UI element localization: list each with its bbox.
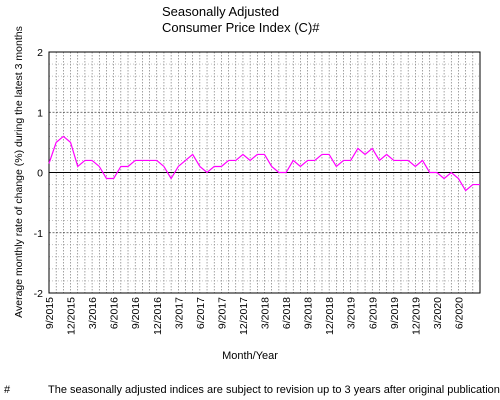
plot-area xyxy=(48,51,481,294)
y-tick-label: -2 xyxy=(34,288,43,300)
x-tick-label: 9/2019 xyxy=(389,297,401,329)
y-tick-label: 0 xyxy=(37,168,43,180)
x-tick-label: 9/2018 xyxy=(303,297,315,329)
x-tick-label: 3/2020 xyxy=(432,297,444,329)
y-tick-label: 1 xyxy=(37,107,43,119)
series-layer xyxy=(48,135,480,192)
x-tick-label: 12/2019 xyxy=(410,297,422,335)
y-tick-labels: 2 1 0 -1 -2 xyxy=(34,47,44,300)
chart-title: Seasonally Adjusted Consumer Price Index… xyxy=(162,4,320,35)
x-tick-label: 12/2015 xyxy=(66,297,78,335)
x-tick-label: 3/2018 xyxy=(260,297,272,329)
x-axis-label: Month/Year xyxy=(222,350,278,362)
x-tick-label: 9/2017 xyxy=(216,297,228,329)
series-line xyxy=(48,135,480,192)
x-tick-label: 6/2017 xyxy=(195,297,207,329)
x-tick-label: 6/2020 xyxy=(453,297,465,329)
x-tick-labels: 9/2015 12/2015 3/2016 6/2016 9/2016 12/2016 3/… xyxy=(44,297,465,335)
x-tick-label: 12/2018 xyxy=(324,297,336,335)
grid xyxy=(49,52,480,293)
x-tick-label: 3/2017 xyxy=(173,297,185,329)
x-tick-label: 6/2019 xyxy=(367,297,379,329)
x-tick-label: 6/2016 xyxy=(109,297,121,329)
x-tick-label: 3/2019 xyxy=(346,297,358,329)
x-tick-label: 12/2017 xyxy=(238,297,250,335)
footnote-mark: # xyxy=(4,384,11,396)
y-tick-label: -1 xyxy=(34,228,43,240)
x-tick-label: 6/2018 xyxy=(281,297,293,329)
x-tick-label: 3/2016 xyxy=(87,297,99,329)
x-tick-label: 9/2015 xyxy=(44,297,56,329)
footnote-text: The seasonally adjusted indices are subj… xyxy=(48,384,500,396)
x-tick-label: 9/2016 xyxy=(130,297,142,329)
y-tick-label: 2 xyxy=(37,47,43,59)
y-axis-label: Average monthly rate of change (%) durin… xyxy=(13,26,25,318)
x-tick-label: 12/2016 xyxy=(152,297,164,335)
